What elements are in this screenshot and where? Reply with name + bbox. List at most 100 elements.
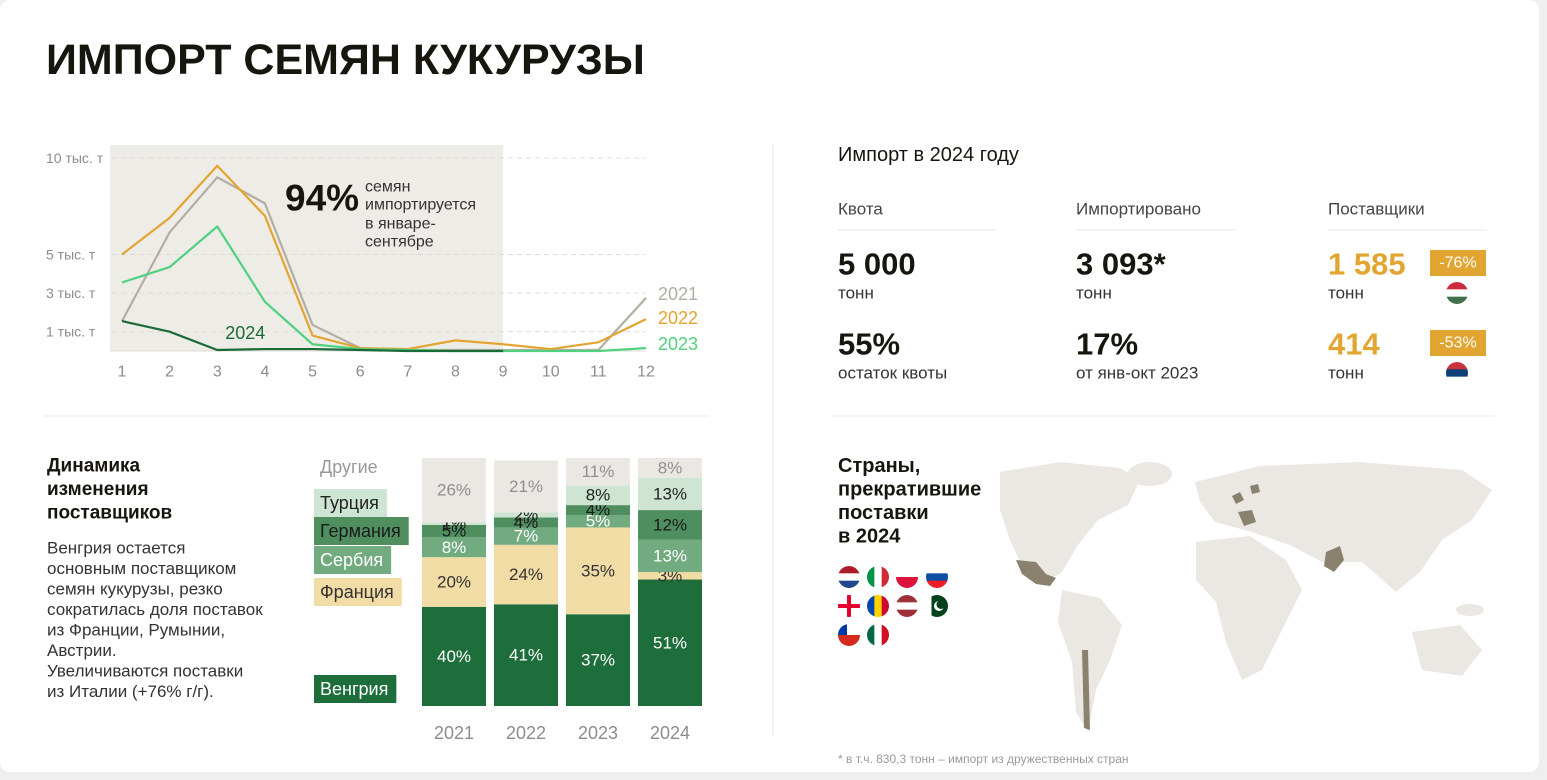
flag-stripe	[838, 624, 860, 636]
bar-segment	[494, 527, 558, 545]
flag	[838, 595, 860, 617]
section-heading: поставки	[838, 502, 929, 524]
section-heading: изменения	[47, 479, 149, 500]
flag-stripe	[1446, 369, 1468, 377]
legend-swatch	[314, 517, 409, 545]
flag-stripe	[926, 595, 932, 617]
flag	[926, 566, 948, 588]
flag-stripe	[881, 595, 889, 617]
bar-segment	[638, 579, 702, 706]
bar-segment	[638, 539, 702, 573]
x-tick-label: 5	[308, 364, 317, 381]
flag	[838, 624, 860, 646]
legend-label: Германия	[320, 521, 401, 541]
bar-segment	[494, 460, 558, 513]
bar-segment	[422, 458, 486, 523]
bar-segment	[422, 557, 486, 607]
legend-label: Сербия	[320, 550, 383, 570]
bar-value-label: 13%	[653, 484, 687, 503]
bar-value-label: 4%	[514, 513, 539, 532]
bar-value-label: 4%	[586, 501, 611, 520]
flag	[896, 595, 918, 617]
kpi-change: -53%	[1439, 335, 1476, 352]
flag-stripe	[1446, 362, 1468, 370]
annotation-text: семян	[365, 179, 410, 196]
flag	[926, 595, 948, 617]
y-tick-label: 10 тыс. т	[46, 150, 104, 166]
section-text: основным поставщиком	[47, 559, 236, 578]
series-label: 2022	[658, 308, 698, 328]
flag-stripe	[838, 573, 860, 581]
section-text: семян кукурузы, резко	[47, 580, 223, 599]
bar-segment	[422, 522, 486, 525]
x-tick-label: 2022	[506, 723, 546, 743]
section-heading: прекратившие	[838, 479, 981, 501]
x-tick-label: 8	[451, 364, 460, 381]
flag-stripe	[838, 635, 860, 646]
bar-value-label: 24%	[509, 565, 543, 584]
bar-segment	[566, 515, 630, 528]
section-text: из Италии (+76% г/г).	[47, 682, 214, 701]
flag-stripe	[867, 624, 875, 646]
kpi-unit: остаток квоты	[838, 364, 947, 383]
flag-stripe	[896, 577, 918, 588]
bar-segment	[638, 510, 702, 540]
flag-stripe	[1446, 282, 1468, 290]
x-tick-label: 3	[213, 364, 222, 381]
kpi-value: 17%	[1076, 327, 1138, 362]
bar-segment	[494, 512, 558, 518]
line-series	[121, 320, 504, 353]
bar-value-label: 8%	[658, 458, 683, 477]
kpi-value: 55%	[838, 327, 900, 362]
change-badge	[1430, 250, 1486, 276]
kpi-unit: тонн	[838, 284, 874, 303]
bar-value-label: 35%	[581, 561, 615, 580]
flag	[838, 566, 860, 588]
flag	[867, 624, 889, 646]
x-tick-label: 2	[165, 364, 174, 381]
legend-label: Франция	[320, 582, 394, 602]
flag-stripe	[926, 566, 948, 574]
x-tick-label: 12	[637, 364, 655, 381]
x-tick-label: 10	[542, 364, 560, 381]
bar-value-label: 12%	[653, 515, 687, 534]
flag-stripe	[896, 566, 918, 578]
kpi-value: 5 000	[838, 247, 916, 282]
flag-cross	[838, 604, 860, 608]
bar-value-label: 40%	[437, 647, 471, 666]
bar-segment	[422, 606, 486, 706]
bar-value-label: 37%	[581, 651, 615, 670]
flag-stripe	[867, 595, 875, 617]
annotation-text: импортируется	[365, 197, 476, 214]
bar-value-label: 13%	[653, 546, 687, 565]
flag-stripe	[874, 595, 882, 617]
flag-stripe	[874, 566, 882, 588]
flag	[867, 595, 889, 617]
legend-label: Другие	[320, 457, 378, 477]
x-tick-label: 2021	[434, 723, 474, 743]
kpi-value: 3 093*	[1076, 247, 1167, 282]
flag-canton	[838, 624, 847, 635]
page-title: ИМПОРТ СЕМЯН КУКУРУЗЫ	[46, 36, 645, 84]
section-text: Австрии.	[47, 641, 117, 660]
section-text: сократилась доля поставок	[47, 600, 263, 619]
flag-stripe	[838, 566, 860, 574]
bar-segment	[566, 614, 630, 706]
legend-swatch	[314, 578, 402, 606]
bar-value-label: 20%	[437, 573, 471, 592]
section-text: Венгрия остается	[47, 539, 185, 558]
bar-segment	[566, 505, 630, 516]
section-text: из Франции, Румынии,	[47, 621, 225, 640]
bar-segment	[566, 458, 630, 486]
x-tick-label: 2023	[578, 723, 618, 743]
annotation-value: 94%	[285, 178, 359, 219]
bar-value-label: 26%	[437, 481, 471, 500]
flag-stripe	[942, 595, 948, 617]
bar-segment	[422, 537, 486, 558]
kpi-unit: тонн	[1328, 284, 1364, 303]
x-tick-label: 4	[260, 364, 269, 381]
flag-stripe	[896, 602, 918, 610]
section-heading: в 2024	[838, 526, 901, 548]
bar-value-label: 5%	[586, 512, 611, 531]
change-badge	[1430, 330, 1486, 356]
